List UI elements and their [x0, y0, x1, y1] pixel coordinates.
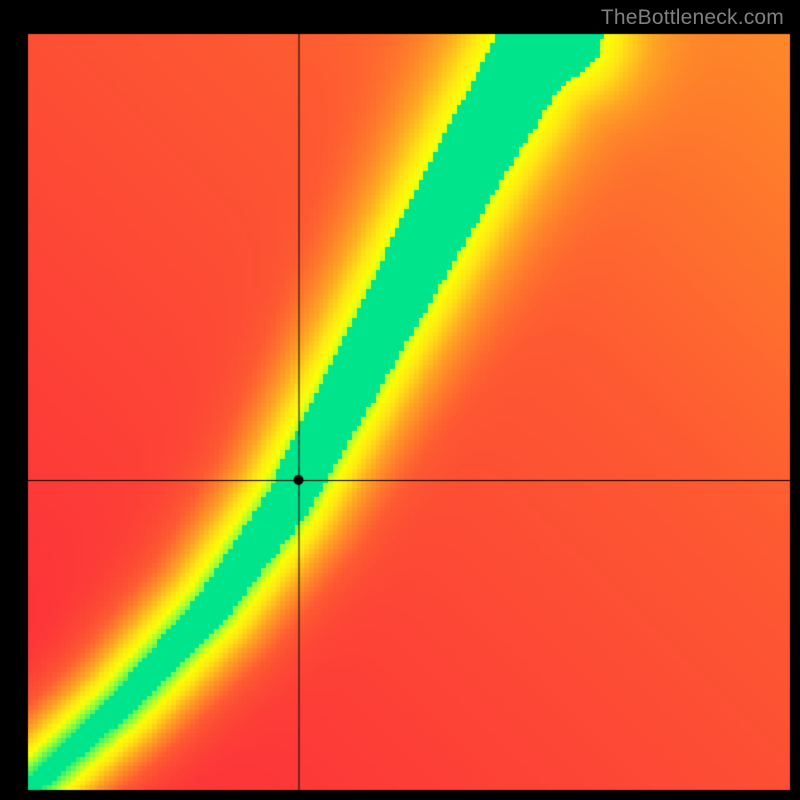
bottleneck-heatmap: [0, 0, 800, 800]
watermark-text: TheBottleneck.com: [601, 6, 784, 30]
chart-container: TheBottleneck.com: [0, 0, 800, 800]
